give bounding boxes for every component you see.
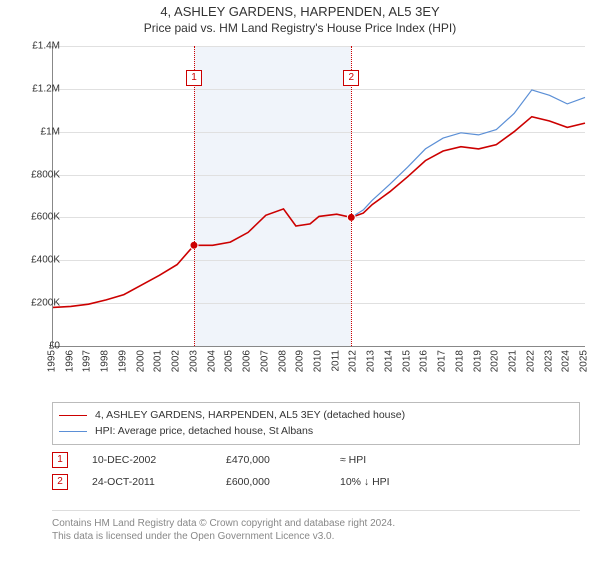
y-axis-tick: £800K [31, 169, 60, 180]
sales-table: 1 10-DEC-2002 £470,000 ≈ HPI 2 24-OCT-20… [52, 446, 580, 496]
y-axis-tick: £1.4M [32, 41, 60, 52]
x-axis-tick: 2015 [401, 350, 412, 372]
y-axis-tick: £600K [31, 212, 60, 223]
sale-row: 2 24-OCT-2011 £600,000 10% ↓ HPI [52, 474, 580, 490]
legend-swatch [59, 431, 87, 432]
legend-label: HPI: Average price, detached house, St A… [95, 424, 313, 439]
sale-date: 10-DEC-2002 [92, 454, 202, 466]
x-axis-tick: 2007 [259, 350, 270, 372]
legend-item-hpi: HPI: Average price, detached house, St A… [59, 424, 573, 439]
x-axis-tick: 2000 [135, 350, 146, 372]
footer-line: This data is licensed under the Open Gov… [52, 530, 580, 543]
x-axis-tick: 1997 [82, 350, 93, 372]
legend: 4, ASHLEY GARDENS, HARPENDEN, AL5 3EY (d… [52, 402, 580, 445]
legend-item-property: 4, ASHLEY GARDENS, HARPENDEN, AL5 3EY (d… [59, 408, 573, 423]
x-axis-tick: 2023 [543, 350, 554, 372]
x-axis-tick: 1999 [117, 350, 128, 372]
x-axis-tick: 2005 [224, 350, 235, 372]
x-axis-tick: 2008 [277, 350, 288, 372]
sale-delta: ≈ HPI [340, 454, 430, 466]
x-axis-tick: 2021 [508, 350, 519, 372]
plot-area: 12 [52, 46, 585, 347]
x-axis-tick: 2019 [472, 350, 483, 372]
y-axis-tick: £1M [41, 126, 60, 137]
y-axis-tick: £400K [31, 255, 60, 266]
x-axis-tick: 2011 [330, 350, 341, 372]
x-axis-tick: 2006 [242, 350, 253, 372]
x-axis-tick: 2004 [206, 350, 217, 372]
x-axis-tick: 2012 [348, 350, 359, 372]
x-axis-tick: 2001 [153, 350, 164, 372]
series-line [351, 90, 585, 217]
x-axis-tick: 2010 [313, 350, 324, 372]
x-axis-tick: 2003 [188, 350, 199, 372]
x-axis-tick: 2022 [525, 350, 536, 372]
x-axis-tick: 1995 [47, 350, 58, 372]
x-axis-tick: 1998 [100, 350, 111, 372]
x-axis-tick: 2014 [383, 350, 394, 372]
sale-vlabel: 2 [343, 70, 359, 86]
legend-label: 4, ASHLEY GARDENS, HARPENDEN, AL5 3EY (d… [95, 408, 405, 423]
sale-date: 24-OCT-2011 [92, 476, 202, 488]
chart-container: 4, ASHLEY GARDENS, HARPENDEN, AL5 3EY Pr… [0, 4, 600, 564]
y-axis-tick: £200K [31, 298, 60, 309]
chart-lines [53, 46, 585, 346]
sale-row: 1 10-DEC-2002 £470,000 ≈ HPI [52, 452, 580, 468]
sale-vlabel: 1 [186, 70, 202, 86]
sale-delta: 10% ↓ HPI [340, 476, 430, 488]
x-axis-tick: 2016 [419, 350, 430, 372]
x-axis-tick: 2017 [437, 350, 448, 372]
sale-price: £470,000 [226, 454, 316, 466]
footer: Contains HM Land Registry data © Crown c… [52, 510, 580, 543]
series-line [53, 117, 585, 308]
chart-title: 4, ASHLEY GARDENS, HARPENDEN, AL5 3EY [0, 4, 600, 19]
x-axis-tick: 1996 [64, 350, 75, 372]
legend-swatch [59, 415, 87, 416]
y-axis-tick: £1.2M [32, 83, 60, 94]
x-axis-tick: 2002 [171, 350, 182, 372]
chart-subtitle: Price paid vs. HM Land Registry's House … [0, 21, 600, 35]
x-axis-tick: 2025 [579, 350, 590, 372]
x-axis-tick: 2018 [454, 350, 465, 372]
sale-badge: 1 [52, 452, 68, 468]
x-axis-tick: 2024 [561, 350, 572, 372]
sale-badge: 2 [52, 474, 68, 490]
x-axis-tick: 2009 [295, 350, 306, 372]
sale-price: £600,000 [226, 476, 316, 488]
x-axis-tick: 2013 [366, 350, 377, 372]
footer-line: Contains HM Land Registry data © Crown c… [52, 517, 580, 530]
x-axis-tick: 2020 [490, 350, 501, 372]
